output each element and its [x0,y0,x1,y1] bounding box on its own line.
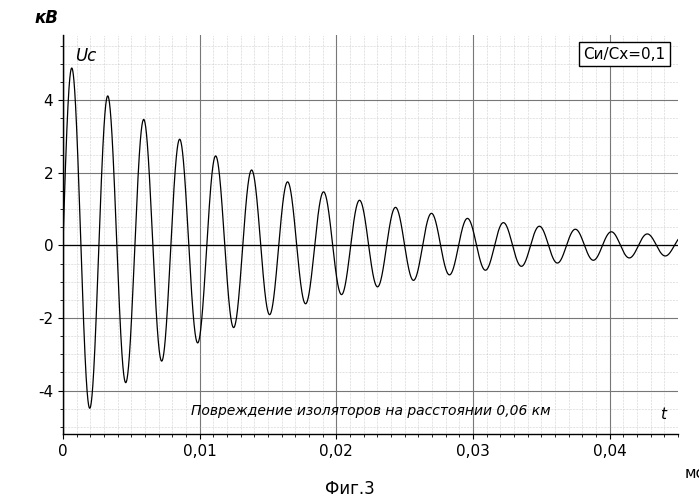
Text: мс: мс [684,466,699,481]
Text: Повреждение изоляторов на расстоянии 0,06 км: Повреждение изоляторов на расстоянии 0,0… [191,404,550,418]
Text: Фиг.3: Фиг.3 [324,480,375,498]
Text: t: t [660,407,665,422]
Text: Uc: Uc [75,47,96,65]
Text: кВ: кВ [34,9,58,27]
Text: Си/Сх=0,1: Си/Сх=0,1 [584,47,665,62]
